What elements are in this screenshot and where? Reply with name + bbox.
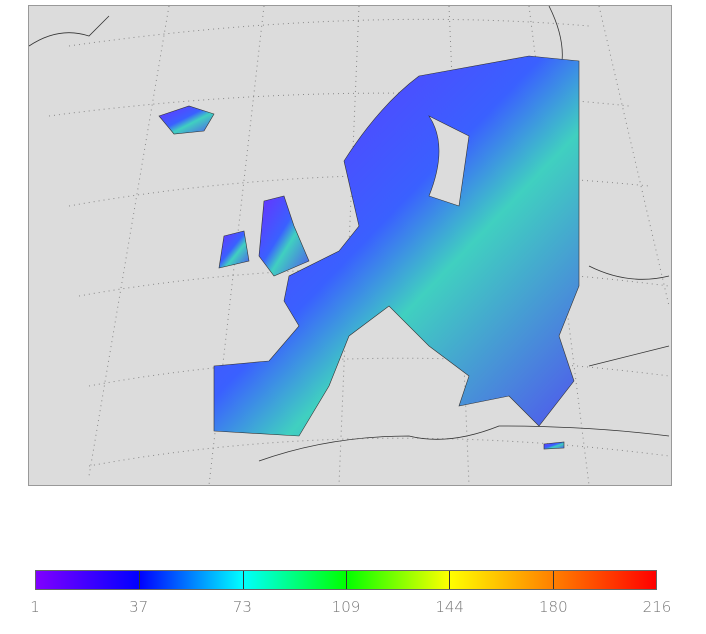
ireland [218,230,250,269]
iceland [158,105,215,135]
colorbar-separator [346,571,347,589]
colorbar-tick-label: 1 [30,598,40,616]
great-britain [258,195,310,277]
colorbar-tick-label: 73 [232,598,252,616]
colorbar-tick-label: 109 [331,598,361,616]
baltic-sea [428,115,470,207]
colorbar-separator [139,571,141,589]
colorbar-separator [449,571,451,589]
colorbar-tick-label: 216 [642,598,672,616]
map-canvas [28,5,671,486]
colorbar-tick-label: 180 [539,598,568,616]
colorbar-tick-label: 144 [435,598,464,616]
colorbar-separator [242,571,244,589]
europe-map [28,5,672,486]
crete [543,441,565,450]
continental-europe [213,55,580,437]
data-overlay [158,55,580,450]
colorbar [35,570,657,590]
colorbar-separator [552,571,554,589]
colorbar-tick-label: 37 [129,598,149,616]
